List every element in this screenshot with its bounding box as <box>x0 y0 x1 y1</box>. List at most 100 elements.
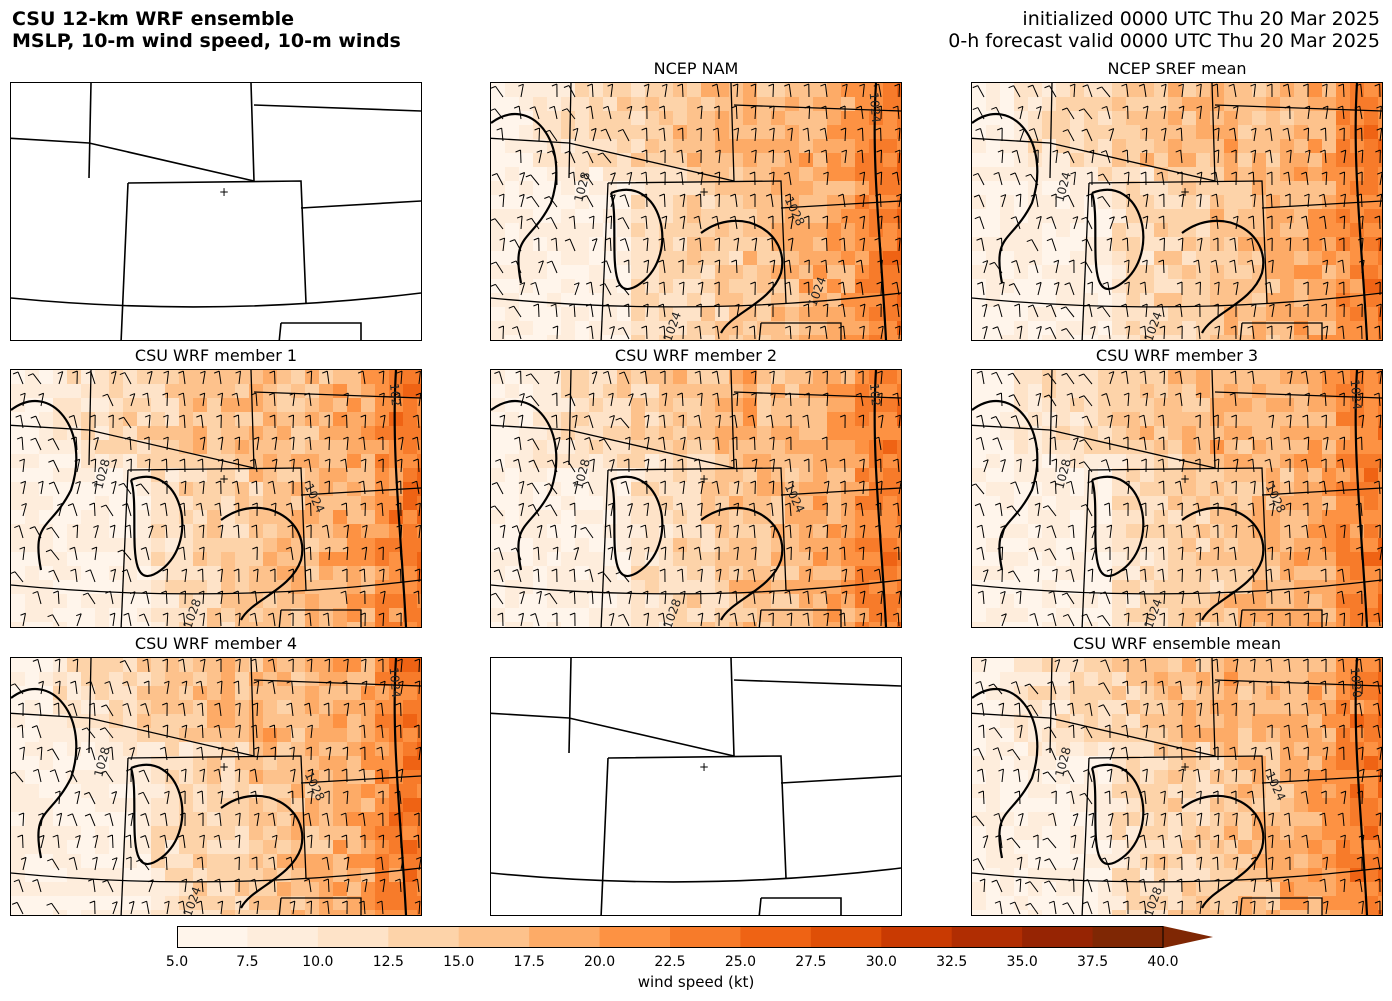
wind-barb-flag <box>376 480 382 484</box>
wind-speed-cell <box>986 496 1001 511</box>
wind-barb-flag <box>839 458 845 462</box>
wind-barb <box>735 105 738 120</box>
wind-barb-flag <box>1320 127 1326 131</box>
wind-speed-cell <box>1336 97 1351 112</box>
wind-barb <box>771 503 774 517</box>
isobar <box>873 370 888 627</box>
wind-speed-cell <box>53 524 68 539</box>
wind-speed-cell <box>659 622 674 627</box>
wind-speed-cell <box>505 139 520 154</box>
wind-barb <box>808 326 811 340</box>
wind-speed-cell <box>743 335 758 340</box>
wind-speed-cell <box>855 552 870 567</box>
wind-speed-cell <box>1084 209 1099 224</box>
wind-speed-cell <box>1000 223 1015 238</box>
wind-speed-cell <box>1238 279 1253 294</box>
wind-barb <box>897 393 900 407</box>
wind-speed-cell <box>757 195 772 210</box>
wind-speed-cell <box>305 384 320 399</box>
wind-speed-cell <box>645 167 660 182</box>
wind-speed-cell <box>1252 139 1267 154</box>
wind-speed-cell <box>361 454 376 469</box>
wind-speed-cell <box>589 307 604 322</box>
wind-barb <box>50 549 60 561</box>
wind-barb-flag <box>491 173 498 176</box>
wind-barb <box>1325 260 1329 274</box>
wind-speed-cell <box>701 321 716 336</box>
wind-barb <box>807 128 810 142</box>
isobar <box>972 399 1039 571</box>
wind-speed-cell <box>575 307 590 322</box>
wind-speed-cell <box>813 307 828 322</box>
wind-speed-cell <box>1266 384 1281 399</box>
wind-speed-cell <box>631 538 646 553</box>
wind-speed-cell <box>207 426 222 441</box>
wind-speed-cell <box>883 510 898 525</box>
wind-speed-cell <box>25 622 40 627</box>
wind-speed-cell <box>547 454 562 469</box>
wind-speed-cell <box>659 412 674 427</box>
wind-speed-cell <box>1168 370 1183 385</box>
wind-barb-flag <box>1375 237 1382 241</box>
wind-speed-cell <box>193 510 208 525</box>
wind-speed-cell <box>347 412 362 427</box>
wind-barb <box>1179 393 1183 407</box>
wind-speed-cell <box>165 622 180 627</box>
wind-speed-cell <box>771 167 786 182</box>
wind-speed-cell <box>1322 223 1337 238</box>
wind-barb-flag <box>785 436 792 440</box>
wind-speed-cell <box>519 321 534 336</box>
wind-barb-flag <box>620 480 627 484</box>
wind-barb-flag <box>676 524 682 528</box>
wind-speed-cell <box>1336 412 1351 427</box>
wind-speed-cell <box>687 279 702 294</box>
wind-barb-flag <box>108 414 114 418</box>
wind-speed-cell <box>519 181 534 196</box>
wind-speed-cell <box>673 293 688 308</box>
wind-barb-flag <box>715 524 722 528</box>
wind-speed-cell <box>631 83 646 98</box>
wind-barb <box>292 437 295 451</box>
wind-speed-cell <box>1252 111 1267 126</box>
wind-speed-cell <box>221 538 236 553</box>
wind-speed-cell <box>1308 111 1323 126</box>
wind-barb <box>862 591 866 605</box>
wind-speed-cell <box>491 153 506 168</box>
wind-speed-cell <box>1280 468 1295 483</box>
wind-speed-cell <box>701 608 716 623</box>
wind-barb <box>1287 128 1291 142</box>
wind-speed-cell <box>603 482 618 497</box>
wind-barb-flag <box>768 171 775 175</box>
wind-speed-cell <box>1378 125 1382 140</box>
wind-speed-cell <box>1294 566 1309 581</box>
state-border <box>11 137 255 182</box>
wind-speed-cell <box>1084 139 1099 154</box>
wind-speed-cell <box>589 167 604 182</box>
wind-barb <box>538 591 542 605</box>
wind-barb-flag <box>1010 172 1016 176</box>
wind-barb-flag <box>711 370 718 374</box>
wind-barb <box>292 414 295 429</box>
wind-barb <box>1127 194 1131 208</box>
wind-speed-cell <box>1238 454 1253 469</box>
wind-barb <box>880 149 883 164</box>
state-border <box>1211 83 1216 182</box>
wind-speed-cell <box>589 398 604 413</box>
wind-barb-flag <box>820 590 826 594</box>
state-border <box>88 370 92 466</box>
wind-speed-cell <box>729 335 744 340</box>
wind-barb <box>844 127 847 142</box>
wind-barb <box>1361 238 1364 252</box>
wind-speed-cell <box>1168 538 1183 553</box>
wind-speed-cell <box>986 468 1001 483</box>
wind-barb-flag <box>678 281 685 285</box>
wind-barb <box>1271 260 1274 274</box>
wind-barb-flag <box>1302 325 1309 329</box>
wind-speed-cell <box>249 468 264 483</box>
wind-barb <box>1087 84 1093 98</box>
wind-barb-flag <box>1232 281 1239 285</box>
wind-speed-cell <box>799 335 814 340</box>
wind-barb <box>663 415 666 429</box>
wind-speed-cell <box>505 153 520 168</box>
wind-speed-cell <box>673 251 688 266</box>
